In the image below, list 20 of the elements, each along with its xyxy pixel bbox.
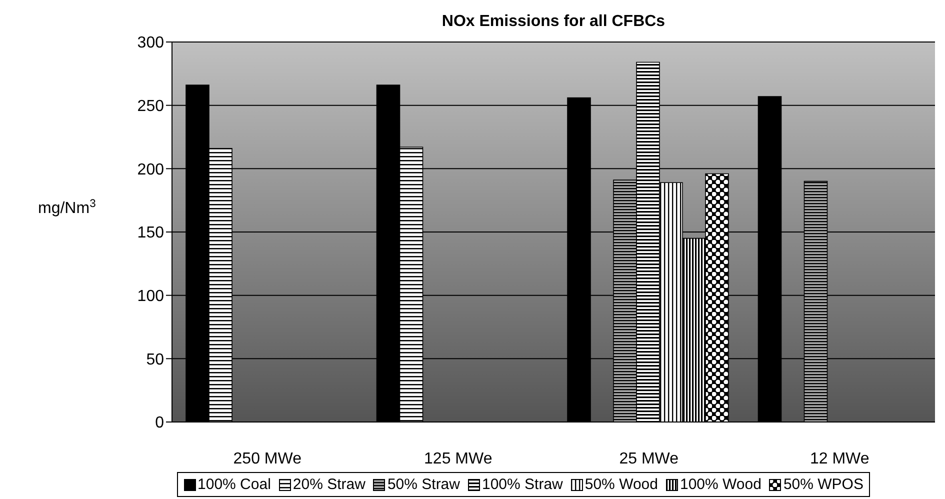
y-tick-label: 150 bbox=[137, 224, 164, 242]
legend-label: 20% Straw bbox=[292, 476, 366, 493]
x-tick-label: 25 MWe bbox=[619, 450, 679, 468]
legend-label: 100% Coal bbox=[196, 476, 271, 493]
x-tick-label: 12 MWe bbox=[810, 450, 870, 468]
y-axis-title: mg/Nm$^{3}$ bbox=[38, 198, 96, 217]
legend-label: 50% Straw bbox=[386, 476, 460, 493]
legend-label: 50% WPOS bbox=[782, 476, 864, 493]
x-tick-label: 125 MWe bbox=[424, 450, 492, 468]
y-tick-label: 50 bbox=[146, 351, 164, 368]
legend-label: 100% Wood bbox=[678, 476, 762, 493]
legend-label: 50% Wood bbox=[584, 476, 658, 493]
legend-label: 100% Straw bbox=[481, 476, 563, 493]
y-tick-label: 300 bbox=[137, 34, 164, 52]
chart-title: NOx Emissions for all CFBCs bbox=[442, 13, 666, 30]
x-tick-label: 250 MWe bbox=[233, 450, 302, 468]
y-tick-label: 200 bbox=[137, 161, 164, 178]
y-tick-label: 250 bbox=[137, 98, 164, 116]
y-tick-label: 100 bbox=[137, 288, 164, 306]
y-tick-label: 0 bbox=[155, 414, 164, 432]
